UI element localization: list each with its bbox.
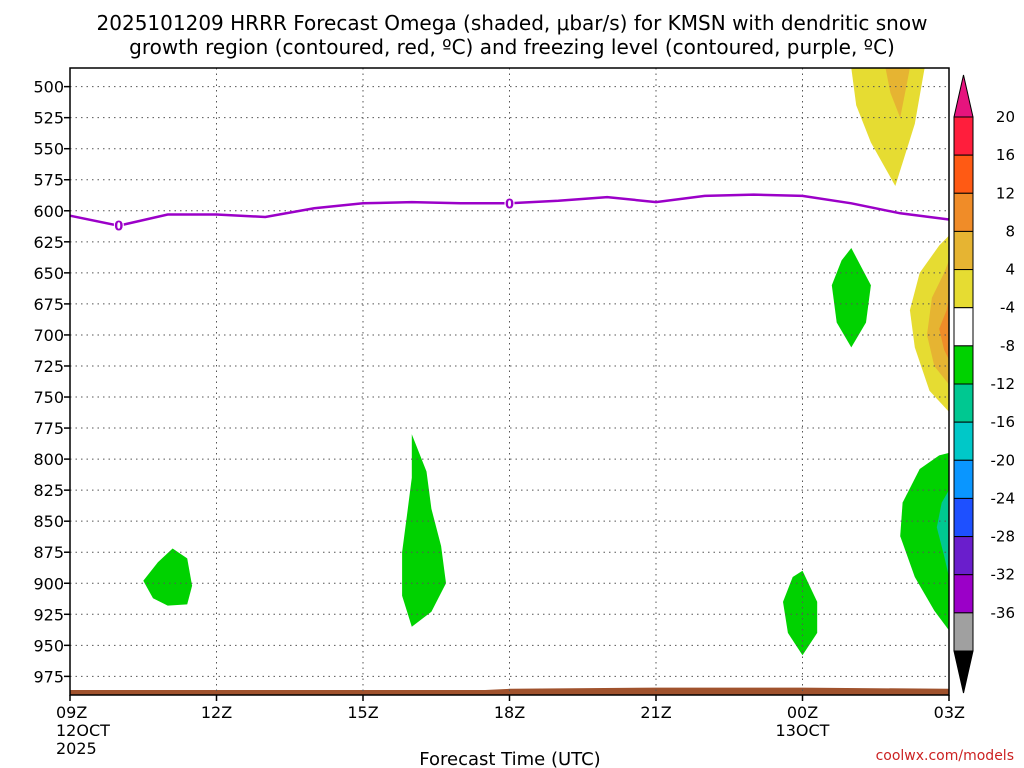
colorbar-label-7: -12	[991, 375, 1016, 393]
colorbar-swatch-7	[953, 383, 974, 423]
colorbar-label-9: -20	[991, 451, 1016, 469]
y-tick-label-975: 975	[33, 667, 64, 686]
colorbar-top-arrow	[953, 74, 974, 118]
y-tick-label-725: 725	[33, 357, 64, 376]
y-tick-label-575: 575	[33, 171, 64, 190]
omega-region-2	[783, 570, 818, 656]
grid-layer	[70, 68, 949, 695]
freezing-level-label-1: 0	[505, 197, 514, 212]
omega-shading-layer	[143, 68, 949, 656]
colorbar-label-0: 20	[996, 108, 1015, 126]
omega-region-0	[143, 548, 193, 606]
colorbar-bottom-arrow	[953, 650, 974, 694]
terrain-layer	[70, 687, 949, 695]
colorbar-label-13: -36	[991, 604, 1016, 622]
colorbar-swatch-8	[953, 421, 974, 461]
y-tick-label-875: 875	[33, 543, 64, 562]
credit-text: coolwx.com/models	[876, 748, 1014, 764]
x-axis-label: Forecast Time (UTC)	[419, 749, 600, 768]
x-tick-label-21Z: 21Z	[640, 703, 671, 722]
y-tick-label-625: 625	[33, 233, 64, 252]
freezing-level-label-0: 0	[114, 220, 123, 235]
colorbar-label-12: -32	[991, 566, 1016, 584]
colorbar-swatch-1	[953, 154, 974, 194]
x-tick-label-15Z: 15Z	[347, 703, 378, 722]
y-tick-label-950: 950	[33, 636, 64, 655]
x-tick-date-5: 13OCT	[776, 721, 830, 740]
colorbar-label-1: 16	[996, 146, 1015, 164]
y-tick-label-850: 850	[33, 512, 64, 531]
x-tick-label-03Z: 03Z	[934, 703, 965, 722]
omega-region-4	[851, 68, 925, 186]
y-tick-label-675: 675	[33, 295, 64, 314]
colorbar-swatch-9	[953, 459, 974, 499]
colorbar-swatch-5	[953, 307, 974, 347]
colorbar-label-10: -24	[991, 489, 1016, 507]
omega-region-1	[402, 434, 446, 627]
x-tick-label-18Z: 18Z	[494, 703, 525, 722]
y-tick-label-900: 900	[33, 574, 64, 593]
y-tick-label-600: 600	[33, 202, 64, 221]
y-tick-label-825: 825	[33, 481, 64, 500]
y-axis: 500 525 550 575 600 625 650 675 700 725 750 775 800 8…	[33, 78, 70, 686]
omega-region-5	[885, 68, 910, 118]
colorbar-label-11: -28	[991, 528, 1016, 546]
x-tick-label-12Z: 12Z	[201, 703, 232, 722]
y-tick-label-525: 525	[33, 109, 64, 128]
colorbar-swatch-4	[953, 269, 974, 309]
y-tick-label-925: 925	[33, 605, 64, 624]
omega-region-10	[900, 452, 949, 631]
colorbar-swatch-6	[953, 345, 974, 385]
freezing-level-label-bg-0	[113, 218, 124, 233]
x-tick-date-0: 12OCT	[56, 721, 110, 740]
y-tick-label-775: 775	[33, 419, 64, 438]
omega-region-8	[939, 297, 949, 360]
x-tick-year-0: 2025	[56, 739, 97, 758]
freezing-level-layer: 00	[69, 193, 950, 235]
colorbar-swatch-0	[953, 116, 974, 156]
y-tick-label-750: 750	[33, 388, 64, 407]
colorbar-label-2: 12	[996, 184, 1015, 202]
colorbar-swatch-2	[953, 192, 974, 232]
colorbar-swatch-13	[953, 612, 974, 652]
chart-title-line2: growth region (contoured, red, ºC) and f…	[129, 35, 895, 59]
colorbar-label-3: 8	[1005, 222, 1015, 240]
y-tick-label-500: 500	[33, 78, 64, 97]
colorbar-swatch-3	[953, 230, 974, 271]
terrain-band	[70, 687, 949, 695]
freezing-level-label-bg-1	[504, 196, 515, 211]
colorbar-swatch-12	[953, 574, 974, 614]
chart-title-line1: 2025101209 HRRR Forecast Omega (shaded, …	[97, 11, 928, 35]
omega-region-7	[927, 260, 949, 385]
y-tick-label-650: 650	[33, 264, 64, 283]
y-tick-label-700: 700	[33, 326, 64, 345]
x-tick-label-00Z: 00Z	[787, 703, 818, 722]
colorbar-label-4: 4	[1005, 261, 1015, 279]
colorbar-label-5: -4	[1000, 299, 1015, 317]
colorbar: 20 16 12 8 4 -4 -8 -12 -16 -20 -24 -28 -32 -36	[953, 74, 1016, 694]
colorbar-swatch-10	[953, 497, 974, 538]
y-tick-label-550: 550	[33, 140, 64, 159]
colorbar-label-6: -8	[1000, 337, 1015, 355]
x-tick-label-09Z: 09Z	[56, 703, 87, 722]
y-tick-label-800: 800	[33, 450, 64, 469]
colorbar-swatch-11	[953, 536, 974, 576]
omega-region-3	[831, 248, 871, 348]
omega-region-11	[936, 490, 949, 577]
colorbar-label-8: -16	[991, 413, 1016, 431]
